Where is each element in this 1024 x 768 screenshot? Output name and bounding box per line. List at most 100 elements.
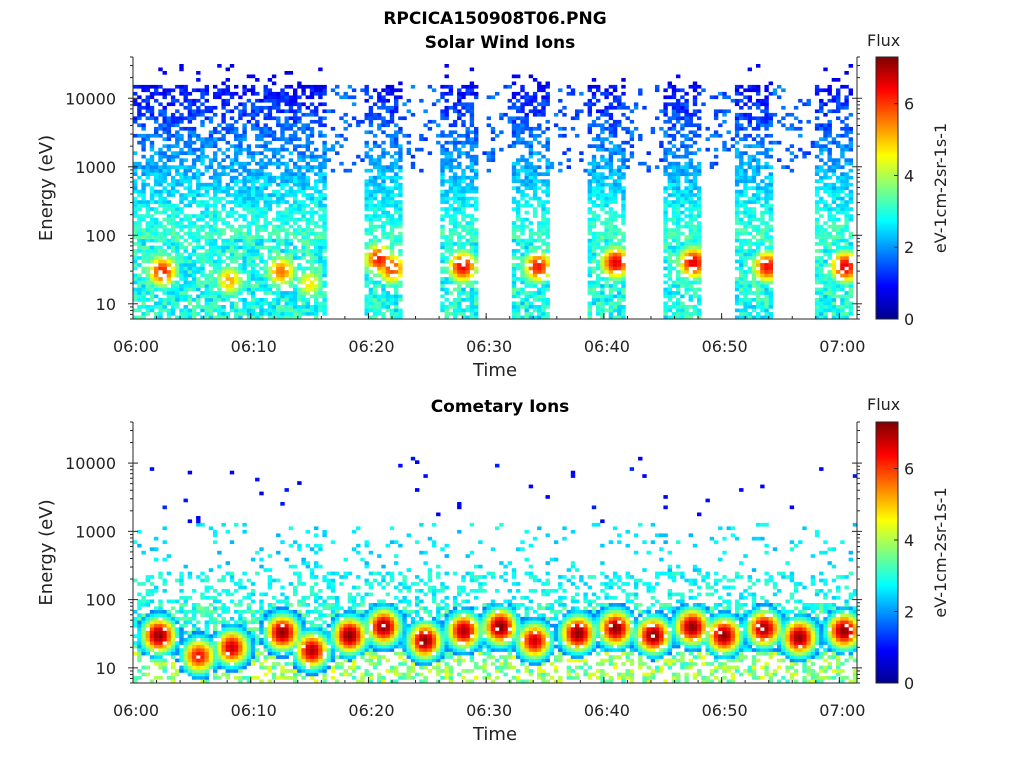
heatmap-cell <box>242 305 247 309</box>
heatmap-cell <box>196 98 201 103</box>
heatmap-cell <box>175 203 180 208</box>
heatmap-cell <box>465 109 470 114</box>
heatmap-cell <box>528 95 534 100</box>
heatmap-cell <box>187 235 193 239</box>
heatmap-cell <box>314 298 319 302</box>
heatmap-cell <box>621 312 626 316</box>
heatmap-cell <box>663 130 668 135</box>
heatmap-cell <box>314 312 319 316</box>
heatmap-cell <box>469 88 475 93</box>
heatmap-cell <box>162 71 167 75</box>
heatmap-cell <box>255 238 260 243</box>
heatmap-cell <box>444 280 449 285</box>
heatmap-cell <box>234 301 239 306</box>
heatmap-cell <box>162 252 167 257</box>
heatmap-cell <box>229 165 235 169</box>
heatmap-cell <box>819 277 824 281</box>
heatmap-cell <box>591 102 597 107</box>
heatmap-cell <box>288 133 294 138</box>
heatmap-cell <box>208 245 214 250</box>
heatmap-cell <box>722 144 727 148</box>
heatmap-cell <box>806 151 811 155</box>
heatmap-cell <box>389 284 395 288</box>
heatmap-cell <box>284 116 289 121</box>
heatmap-cell <box>154 130 159 135</box>
heatmap-cell <box>246 154 252 159</box>
heatmap-cell <box>259 308 264 313</box>
heatmap-cell <box>684 112 689 117</box>
heatmap-cell <box>166 102 172 107</box>
heatmap-cell <box>663 238 668 243</box>
heatmap-cell <box>372 273 378 278</box>
heatmap-cell <box>154 238 159 243</box>
heatmap-cell <box>385 91 390 96</box>
heatmap-cell <box>162 263 167 267</box>
heatmap-cell <box>280 161 285 166</box>
heatmap-cell <box>692 256 698 260</box>
heatmap-cell <box>196 305 201 309</box>
heatmap-cell <box>170 95 176 100</box>
heatmap-cell <box>667 217 672 222</box>
heatmap-cell <box>608 186 614 190</box>
heatmap-cell <box>162 165 167 169</box>
heatmap-cell <box>187 312 193 316</box>
heatmap-cell <box>191 165 197 169</box>
heatmap-cell <box>760 144 765 148</box>
heatmap-cell <box>486 123 491 128</box>
heatmap-cell <box>596 298 601 302</box>
heatmap-cell <box>225 78 230 82</box>
heatmap-cell <box>819 168 824 173</box>
heatmap-cell <box>663 221 668 225</box>
heatmap-cell <box>229 224 235 229</box>
heatmap-cell <box>318 168 323 173</box>
heatmap-cell <box>305 123 310 128</box>
heatmap-cell <box>154 287 159 292</box>
heatmap-cell <box>663 210 668 215</box>
heatmap-cell <box>267 88 273 93</box>
heatmap-cell <box>343 119 348 124</box>
heatmap-cell <box>520 102 525 107</box>
heatmap-cell <box>511 165 517 169</box>
heatmap-cell <box>684 147 689 152</box>
heatmap-cell <box>187 105 193 110</box>
heatmap-cell <box>734 140 740 145</box>
heatmap-cell <box>591 91 597 96</box>
heatmap-cell <box>596 179 601 183</box>
heatmap-cell <box>751 277 757 281</box>
heatmap-cell <box>276 305 281 309</box>
heatmap-cell <box>684 179 689 183</box>
heatmap-cell <box>133 228 138 232</box>
heatmap-cell <box>591 193 597 197</box>
heatmap-cell <box>204 144 209 148</box>
heatmap-cell <box>511 221 517 225</box>
heatmap-cell <box>284 175 289 180</box>
heatmap-cell <box>297 263 302 267</box>
heatmap-cell <box>528 259 534 264</box>
heatmap-cell <box>246 207 252 211</box>
heatmap-cell <box>591 242 597 246</box>
heatmap-cell <box>271 147 277 152</box>
heatmap-cell <box>137 263 142 267</box>
heatmap-cell <box>242 175 247 180</box>
heatmap-cell <box>145 308 150 313</box>
heatmap-cell <box>739 287 744 292</box>
heatmap-cell <box>667 273 672 278</box>
heatmap-cell <box>398 294 403 299</box>
heatmap-cell <box>474 126 479 131</box>
heatmap-cell <box>360 158 365 162</box>
heatmap-cell <box>465 266 470 271</box>
heatmap-cell <box>667 84 672 89</box>
heatmap-cell <box>158 298 163 302</box>
heatmap-cell <box>314 305 319 309</box>
heatmap-cell <box>246 88 252 93</box>
heatmap-cell <box>229 144 235 148</box>
heatmap-cell <box>756 186 761 190</box>
heatmap-cell <box>217 284 222 288</box>
heatmap-cell <box>688 200 693 204</box>
heatmap-cell <box>621 252 626 257</box>
heatmap-cell <box>469 238 475 243</box>
heatmap-cell <box>276 245 281 250</box>
heatmap-cell <box>145 312 150 316</box>
heatmap-cell <box>166 158 172 162</box>
heatmap-cell <box>457 165 462 169</box>
